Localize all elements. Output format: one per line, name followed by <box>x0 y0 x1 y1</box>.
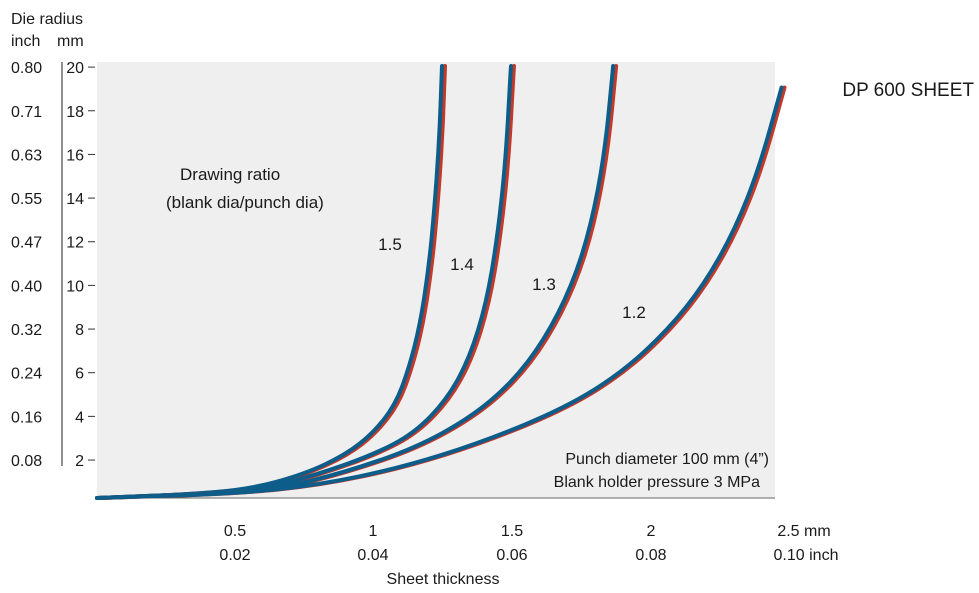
x-axis-title: Sheet thickness <box>387 571 500 588</box>
y-tick-label-mm: 8 <box>75 322 84 339</box>
y-tick-label-inch: 0.32 <box>11 322 42 339</box>
y-tick-label-mm: 4 <box>75 409 84 426</box>
x-tick-label-inch: 0.08 <box>635 547 666 564</box>
y-tick-label-mm: 2 <box>75 453 84 470</box>
y-tick-label-mm: 16 <box>66 147 84 164</box>
legend-title-line2: (blank dia/punch dia) <box>166 193 324 212</box>
series-label-1.3: 1.3 <box>532 275 556 294</box>
y-tick-label-mm: 12 <box>66 235 84 252</box>
y-tick-label-inch: 0.55 <box>11 191 42 208</box>
x-tick-label-inch: 0.10 inch <box>774 547 839 564</box>
note-line2: Blank holder pressure 3 MPa <box>554 474 760 491</box>
y-unit-mm-label: mm <box>57 33 84 50</box>
x-tick-label-mm: 1 <box>369 523 378 540</box>
y-tick-label-inch: 0.80 <box>11 60 42 77</box>
y-tick-label-inch: 0.40 <box>11 278 42 295</box>
x-ticks: 0.5 0.02 1 0.04 1.5 0.06 2 0.08 2.5 mm 0.10 inch <box>219 523 838 564</box>
y-tick-label-inch: 0.08 <box>11 453 42 470</box>
x-tick-label-mm: 2.5 mm <box>777 523 830 540</box>
y-tick-label-mm: 10 <box>66 278 84 295</box>
y-tick-label-inch: 0.71 <box>11 104 42 121</box>
x-tick-label-inch: 0.02 <box>219 547 250 564</box>
series-labels: 1.5 1.4 1.3 1.2 <box>378 235 646 322</box>
series-label-1.4: 1.4 <box>450 255 474 274</box>
y-tick-label-mm: 14 <box>66 191 84 208</box>
y-axis-title: Die radius <box>11 11 83 28</box>
y-tick-label-mm: 18 <box>66 104 84 121</box>
x-tick-label-mm: 2 <box>647 523 656 540</box>
x-tick-label-inch: 0.04 <box>357 547 388 564</box>
y-tick-label-inch: 0.16 <box>11 409 42 426</box>
chart-title: DP 600 SHEET <box>842 80 974 101</box>
x-tick-label-inch: 0.06 <box>496 547 527 564</box>
y-unit-inch-label: inch <box>11 33 40 50</box>
y-tick-label-inch: 0.63 <box>11 147 42 164</box>
x-tick-label-mm: 1.5 <box>501 523 523 540</box>
y-tick-label-mm: 20 <box>66 60 84 77</box>
series-group <box>95 64 787 500</box>
note-line1: Punch diameter 100 mm (4”) <box>565 451 769 468</box>
y-tick-label-inch: 0.24 <box>11 366 42 383</box>
x-tick-label-mm: 0.5 <box>224 523 246 540</box>
legend-title-line1: Drawing ratio <box>180 165 280 184</box>
series-label-1.5: 1.5 <box>378 235 402 254</box>
y-ticks: 2 0.08 4 0.16 6 0.24 8 0.32 10 0.40 12 0.47 14 0.55 16… <box>11 60 95 470</box>
y-tick-label-inch: 0.47 <box>11 235 42 252</box>
plot-area <box>97 62 775 498</box>
series-line-1.2 <box>95 85 784 500</box>
series-label-1.2: 1.2 <box>622 303 646 322</box>
y-tick-label-mm: 6 <box>75 366 84 383</box>
